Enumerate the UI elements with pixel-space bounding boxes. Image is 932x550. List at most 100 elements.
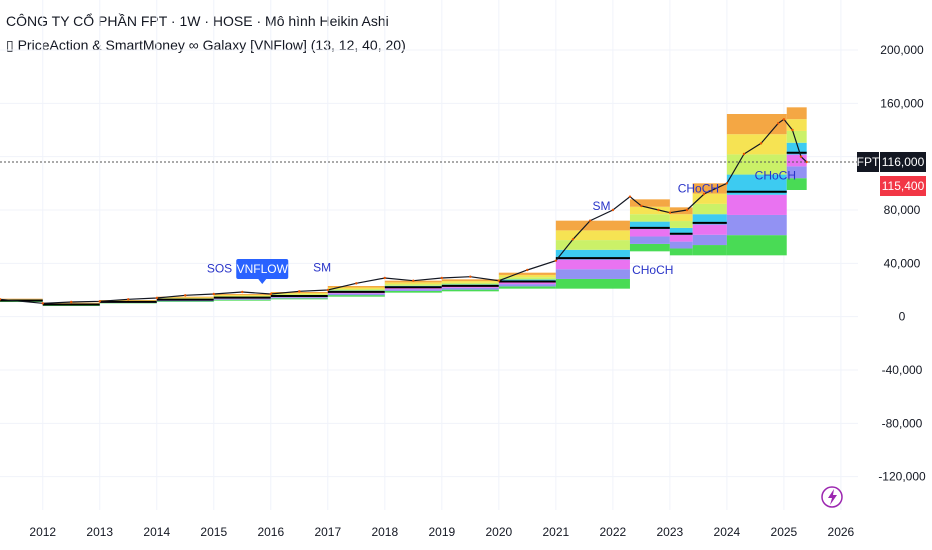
band-segment bbox=[156, 300, 214, 302]
price-point bbox=[355, 282, 358, 285]
price-series bbox=[0, 118, 858, 305]
price-point bbox=[269, 292, 272, 296]
band-segment bbox=[726, 174, 787, 195]
band-segment bbox=[270, 297, 328, 299]
band-segment bbox=[786, 142, 807, 155]
annotation-label: SM bbox=[592, 199, 610, 213]
band-segment bbox=[384, 287, 442, 290]
price-point bbox=[725, 182, 729, 185]
band-segment bbox=[327, 289, 385, 291]
price-point bbox=[155, 296, 158, 300]
band-segment bbox=[156, 297, 214, 299]
ticker-label: FPT bbox=[857, 155, 880, 169]
band-segment bbox=[327, 286, 385, 288]
band-segment bbox=[726, 214, 787, 236]
band-segment bbox=[669, 214, 693, 222]
band-segment bbox=[555, 278, 630, 289]
band-segment bbox=[726, 114, 787, 135]
x-tick-label: 2023 bbox=[657, 525, 684, 539]
band-segment bbox=[0, 298, 43, 300]
price-point bbox=[497, 279, 501, 282]
x-tick-label: 2014 bbox=[143, 525, 170, 539]
band-segment bbox=[498, 284, 556, 287]
band-segment bbox=[692, 224, 727, 235]
band-segment bbox=[384, 284, 442, 286]
band-segment bbox=[726, 154, 787, 175]
lightning-icon[interactable] bbox=[821, 486, 843, 508]
vnflow-badge-pointer bbox=[258, 279, 267, 284]
x-tick-label: 2025 bbox=[771, 525, 798, 539]
last-price-label: 116,000 bbox=[882, 155, 925, 169]
vnflow-label: VNFLOW bbox=[237, 262, 289, 276]
y-tick-label: 0 bbox=[899, 310, 906, 324]
band-segment bbox=[726, 194, 787, 215]
x-tick-label: 2019 bbox=[428, 525, 455, 539]
price-point bbox=[657, 208, 660, 212]
band-segment bbox=[498, 274, 556, 278]
indicator-legend[interactable]: ▯ PriceAction & SmartMoney ∞ Galaxy [VNF… bbox=[6, 37, 406, 53]
annotation-label: SOS bbox=[207, 262, 232, 276]
band-segment bbox=[327, 287, 385, 290]
band-segment bbox=[669, 248, 693, 256]
band-segment bbox=[786, 119, 807, 131]
price-point bbox=[571, 238, 575, 241]
x-tick-label: 2026 bbox=[828, 525, 855, 539]
band-segment bbox=[669, 221, 693, 228]
annotation-label: CHoCH bbox=[632, 263, 673, 277]
x-tick-label: 2021 bbox=[542, 525, 569, 539]
price-point bbox=[759, 142, 763, 145]
y-tick-label: -40,000 bbox=[882, 363, 923, 377]
annotation-label: CHoCH bbox=[755, 168, 796, 182]
band-segment bbox=[498, 281, 556, 285]
price-point bbox=[440, 276, 444, 280]
band-segment bbox=[213, 294, 271, 295]
price-point bbox=[791, 128, 794, 132]
band-segment bbox=[441, 279, 499, 282]
price-point bbox=[782, 118, 786, 121]
price-point bbox=[668, 211, 672, 214]
x-tick-label: 2016 bbox=[257, 525, 284, 539]
price-point bbox=[588, 219, 592, 222]
price-point bbox=[41, 302, 44, 305]
band-segment bbox=[213, 298, 271, 300]
price-point bbox=[554, 259, 558, 262]
x-tick-label: 2018 bbox=[371, 525, 398, 539]
second-price-badge bbox=[880, 176, 926, 196]
band-segment bbox=[629, 199, 670, 207]
band-segment bbox=[384, 282, 442, 285]
band-segment bbox=[629, 236, 670, 244]
band-segment bbox=[498, 272, 556, 275]
band-segment bbox=[555, 259, 630, 270]
band-segment bbox=[99, 300, 157, 301]
price-point bbox=[241, 290, 244, 294]
band-segment bbox=[441, 287, 499, 290]
band-segment bbox=[629, 221, 670, 230]
band-segment bbox=[555, 230, 630, 241]
y-tick-label: 200,000 bbox=[880, 43, 924, 57]
y-axis: 200,000160,000120,00080,00040,0000-40,00… bbox=[878, 43, 926, 484]
band-segment bbox=[786, 107, 807, 120]
band-segment bbox=[42, 303, 100, 304]
second-price-label: 115,400 bbox=[882, 179, 925, 193]
price-point bbox=[298, 290, 301, 293]
band-segment bbox=[327, 295, 385, 297]
band-segment bbox=[327, 293, 385, 296]
band-segment bbox=[555, 240, 630, 250]
band-segment bbox=[270, 293, 328, 295]
band-segment bbox=[156, 298, 214, 299]
band-segment bbox=[498, 286, 556, 289]
price-labels: FPT 116,000 115,400 bbox=[857, 152, 926, 196]
x-tick-label: 2015 bbox=[200, 525, 227, 539]
band-segment bbox=[441, 281, 499, 283]
band-segment bbox=[692, 245, 727, 256]
vnflow-badge bbox=[236, 259, 289, 279]
y-tick-label: 40,000 bbox=[884, 256, 921, 270]
band-segment bbox=[270, 298, 328, 300]
x-tick-label: 2012 bbox=[29, 525, 56, 539]
band-segment bbox=[786, 130, 807, 143]
annotations: SOS VNFLOW SM SM CHoCH CHoCH CHoCH bbox=[207, 168, 796, 284]
band-segment bbox=[669, 234, 693, 242]
band-segment bbox=[555, 220, 630, 231]
x-tick-label: 2020 bbox=[485, 525, 512, 539]
